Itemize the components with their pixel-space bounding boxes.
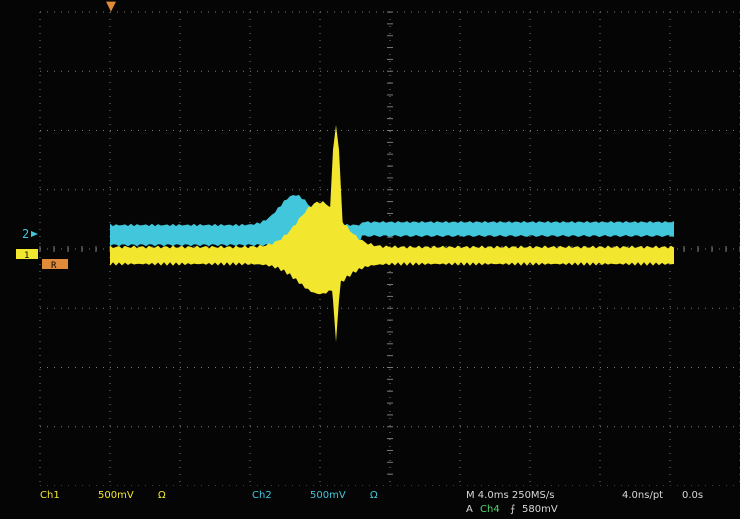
ch1-spike [328, 125, 344, 342]
ch1-waveform [110, 201, 674, 295]
ch2-ground-marker[interactable]: 2 [22, 227, 29, 241]
ch1-ground-label: 1 [24, 251, 29, 261]
ch1-ground-marker[interactable] [16, 249, 38, 259]
reference-marker-b[interactable] [42, 259, 68, 269]
ch1-label: Ch1 [40, 490, 60, 501]
extra-readout: 0.0s [682, 490, 703, 501]
trigger-position-icon: ▼ [106, 0, 116, 14]
ch2-ground-arrow-icon [31, 231, 38, 237]
trigger-prefix: A [466, 504, 473, 515]
points-readout: 4.0ns/pt [622, 490, 663, 501]
ch2-impedance-icon: Ω [370, 490, 378, 501]
ch1-impedance-icon: Ω [158, 490, 166, 501]
reference-marker-b-label: R [51, 261, 57, 271]
ch2-label: Ch2 [252, 490, 272, 501]
ch2-waveform [110, 194, 674, 247]
readout-bar [0, 486, 740, 519]
trigger-level[interactable]: 580mV [522, 504, 558, 515]
trigger-slope-icon: ⨍ [510, 504, 515, 515]
ch2-scale[interactable]: 500mV [310, 490, 346, 501]
timebase-readout[interactable]: M 4.0ms 250MS/s [466, 490, 554, 501]
trigger-source[interactable]: Ch4 [480, 504, 500, 515]
ch1-scale[interactable]: 500mV [98, 490, 134, 501]
